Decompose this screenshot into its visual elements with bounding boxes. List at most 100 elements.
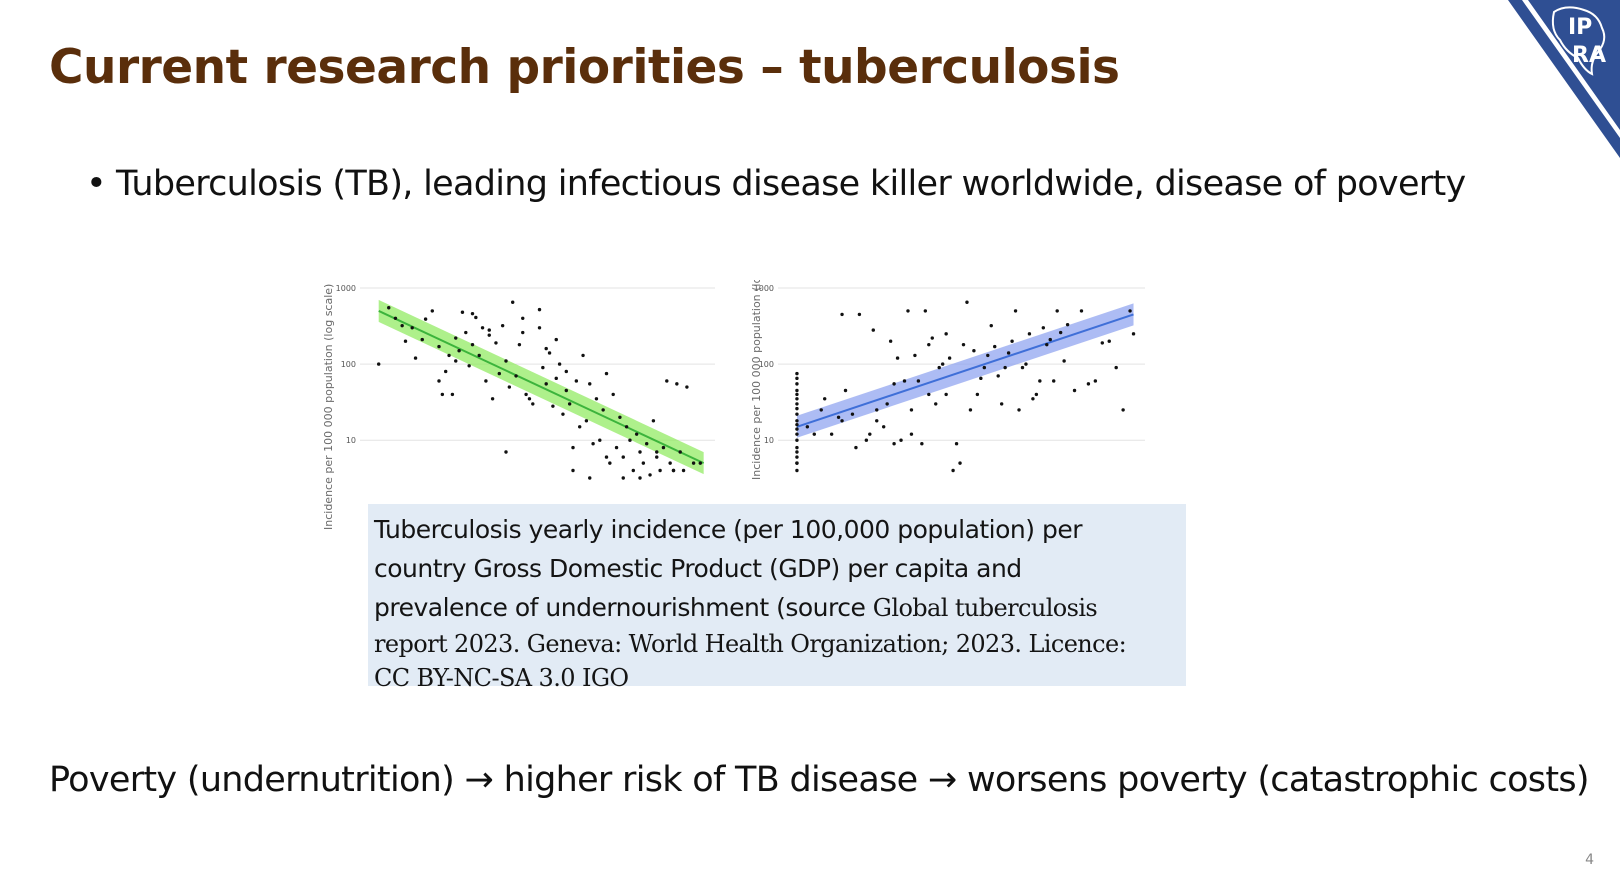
data-point <box>537 326 542 330</box>
data-point <box>906 309 910 313</box>
y-tick-label: 100 <box>341 360 356 369</box>
data-point <box>840 312 844 317</box>
data-point <box>631 468 635 473</box>
y-tick-label: 1000 <box>754 284 774 293</box>
data-point <box>497 371 501 376</box>
data-point <box>621 476 625 480</box>
data-point <box>1093 379 1098 383</box>
data-point <box>624 425 629 429</box>
y-tick-label: 10 <box>346 436 356 445</box>
caption-line-5: CC BY-NC-SA 3.0 IGO <box>374 664 629 692</box>
data-point <box>1086 382 1091 386</box>
data-point <box>574 379 579 383</box>
logo-text-bottom: RA <box>1572 43 1606 68</box>
ipora-logo-icon: IP RA <box>1551 6 1606 76</box>
data-point <box>944 392 948 397</box>
caption-line-4: report 2023. Geneva: World Health Organi… <box>374 630 1127 658</box>
data-point <box>875 419 879 423</box>
data-point <box>795 455 799 459</box>
data-point <box>1107 339 1111 343</box>
data-point <box>1010 339 1014 343</box>
data-point <box>571 445 575 450</box>
data-point <box>795 422 799 427</box>
data-point <box>671 468 676 473</box>
data-point <box>795 438 799 442</box>
data-point <box>584 419 589 423</box>
data-point <box>648 473 652 477</box>
data-point <box>554 376 558 381</box>
data-point <box>621 455 625 459</box>
data-point <box>480 326 485 330</box>
data-point <box>892 382 896 386</box>
data-point <box>393 316 398 320</box>
chart-left-y-axis-label: Incidence per 100 000 population (log sc… <box>322 284 335 530</box>
data-point <box>989 323 993 328</box>
data-point <box>937 365 941 370</box>
data-point <box>658 468 662 473</box>
data-point <box>902 379 907 383</box>
slide-title: Current research priorities – tuberculos… <box>49 40 1120 95</box>
corner-logo: IP RA <box>1508 0 1620 158</box>
caption-line-3a: prevalence of undernourishment (source <box>374 593 873 622</box>
data-point <box>655 455 659 459</box>
data-point <box>377 362 381 366</box>
data-point <box>875 408 879 412</box>
data-point <box>531 402 535 406</box>
data-point <box>881 425 886 429</box>
caption-line-3: prevalence of undernourishment (source G… <box>374 588 1180 627</box>
data-point <box>795 461 799 465</box>
data-point <box>477 353 481 358</box>
data-point <box>927 342 931 347</box>
data-point <box>490 397 495 401</box>
data-point <box>638 450 642 454</box>
data-point <box>795 402 799 406</box>
data-point <box>836 415 841 419</box>
data-point <box>795 382 799 386</box>
chart-left-y-ticks: 1000 100 10 <box>336 284 356 445</box>
data-point <box>795 427 799 431</box>
data-point <box>1100 341 1104 345</box>
data-point <box>423 317 428 321</box>
data-point <box>1031 397 1035 401</box>
data-point <box>678 450 682 454</box>
data-point <box>1065 322 1070 327</box>
data-point <box>484 379 488 383</box>
data-point <box>464 330 468 335</box>
data-point <box>920 441 924 446</box>
data-point <box>544 382 548 386</box>
data-point <box>614 445 619 450</box>
chart-right-points <box>795 300 1136 473</box>
data-point <box>843 388 848 393</box>
data-point <box>850 412 855 416</box>
data-point <box>999 402 1004 406</box>
y-tick-label: 100 <box>759 360 774 369</box>
data-point <box>470 342 475 347</box>
data-point <box>975 392 980 397</box>
data-point <box>564 388 568 393</box>
data-point <box>387 306 391 310</box>
data-point <box>430 309 434 313</box>
data-point <box>410 326 414 330</box>
data-point <box>958 461 962 465</box>
data-point <box>829 432 834 436</box>
data-point <box>795 412 799 416</box>
data-point <box>795 406 799 411</box>
chart-left-points <box>377 300 702 480</box>
data-point <box>805 425 810 429</box>
data-point <box>1121 408 1125 412</box>
data-point <box>661 445 666 450</box>
data-point <box>638 476 642 480</box>
data-point <box>517 342 522 347</box>
data-point <box>940 362 945 366</box>
data-point <box>823 397 827 401</box>
data-point <box>795 376 799 381</box>
data-point <box>541 365 545 370</box>
data-point <box>588 382 592 386</box>
data-point <box>1052 379 1056 383</box>
data-point <box>454 359 458 363</box>
data-point <box>601 408 605 412</box>
chart-right-trend-line <box>796 313 1134 428</box>
footer-statement: Poverty (undernutrition) → higher risk o… <box>49 760 1590 800</box>
data-point <box>557 362 562 366</box>
data-point <box>1128 309 1132 313</box>
